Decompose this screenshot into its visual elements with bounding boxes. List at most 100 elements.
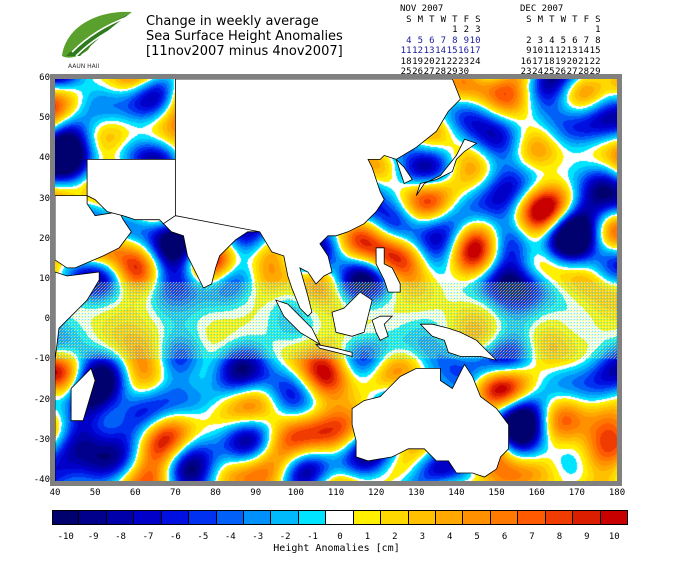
calendar-day: 11 bbox=[543, 46, 555, 56]
legend-swatch bbox=[353, 510, 382, 525]
legend-label: -5 bbox=[197, 532, 209, 542]
legend-swatch bbox=[244, 510, 272, 525]
calendar-nov-2007: NOV 2007 S M T W T F S 1 2 3 4 5 6 7 8 910 11121314151617… bbox=[400, 4, 481, 78]
calendar-day: 16 bbox=[520, 56, 532, 67]
legend-label: 3 bbox=[419, 532, 425, 542]
calendar-day: 5 bbox=[560, 35, 566, 46]
sumatra-landmass bbox=[275, 299, 321, 346]
calendar-dec-2007: DEC 2007 S M T W T F S 1 2 3 4 5 6 7 8 9101112131415 1617… bbox=[520, 4, 601, 88]
legend-swatch bbox=[189, 510, 217, 525]
legend-label: -7 bbox=[142, 532, 154, 542]
calendar-day: 16 bbox=[458, 46, 469, 56]
lat-tick-label: 60 bbox=[39, 73, 50, 83]
legend-swatch bbox=[298, 510, 327, 525]
calendar-day: 23 bbox=[458, 56, 469, 67]
calendar-day: 6 bbox=[429, 35, 435, 46]
map-title: Change in weekly average Sea Surface Hei… bbox=[146, 14, 343, 59]
map-area[interactable] bbox=[55, 79, 617, 481]
calendar-day: 20 bbox=[566, 56, 578, 67]
lat-tick-label: 10 bbox=[39, 274, 50, 284]
calendar-day: 12 bbox=[412, 46, 423, 56]
calendar-day: 19 bbox=[412, 56, 423, 67]
lat-tick-label: -30 bbox=[33, 434, 50, 445]
calendar-week: 9101112131415 bbox=[520, 46, 601, 57]
legend-swatch bbox=[271, 510, 299, 525]
calendar-day: 1 bbox=[595, 25, 601, 35]
calendar-day: 1 bbox=[452, 25, 458, 35]
legend-label: -1 bbox=[307, 532, 318, 542]
calendar-week: 23242526272829 bbox=[520, 67, 601, 78]
arabia-landmass bbox=[55, 195, 132, 269]
madagascar-landmass bbox=[70, 367, 96, 422]
sulawesi-landmass bbox=[371, 315, 394, 341]
legend-swatch bbox=[161, 510, 190, 525]
legend-label: -10 bbox=[57, 532, 74, 542]
calendar-day: 30 bbox=[458, 67, 469, 77]
calendar-day: 25 bbox=[543, 67, 555, 77]
japan-landmass bbox=[415, 138, 478, 196]
lat-tick-label: 20 bbox=[39, 233, 50, 244]
lon-tick-label: 140 bbox=[448, 488, 465, 498]
calendar-day: 5 bbox=[417, 35, 423, 46]
legend-swatch bbox=[216, 510, 244, 525]
calendar-day: 26 bbox=[555, 67, 566, 77]
title-line-3: [11nov2007 minus 4nov2007] bbox=[146, 44, 343, 59]
calendar-day: 29 bbox=[446, 67, 458, 77]
calendar-day: 24 bbox=[532, 67, 543, 77]
calendar-day: 20 bbox=[423, 56, 435, 67]
calendar-day: 29 bbox=[589, 67, 601, 77]
calendar-day: 3 bbox=[475, 25, 481, 35]
leaf-icon bbox=[62, 11, 135, 61]
calendar-day: 15 bbox=[446, 46, 458, 56]
lat-tick-label: 40 bbox=[39, 153, 50, 164]
calendar-day: 9 bbox=[463, 35, 469, 46]
calendar-week: 18192021222324 bbox=[400, 57, 481, 68]
calendar-day: 26 bbox=[412, 67, 423, 77]
legend-swatch bbox=[326, 510, 354, 525]
university-logo: AAUN HAII bbox=[62, 11, 135, 70]
calendar-day: 9 bbox=[526, 46, 532, 56]
newguinea-landmass bbox=[419, 323, 498, 362]
legend-label: 0 bbox=[337, 532, 343, 542]
legend-swatch bbox=[134, 510, 162, 525]
legend-swatch bbox=[518, 510, 546, 525]
legend-label: -6 bbox=[170, 532, 181, 542]
lon-tick-label: 150 bbox=[488, 488, 505, 498]
legend-swatch bbox=[106, 510, 135, 525]
legend-swatch bbox=[545, 510, 574, 525]
legend-swatch bbox=[381, 510, 409, 525]
lat-tick-label: -10 bbox=[33, 354, 50, 365]
java-landmass bbox=[314, 343, 353, 357]
calendar-week: 11121314151617 bbox=[400, 46, 481, 57]
australia-landmass bbox=[351, 363, 510, 478]
legend-label: 9 bbox=[584, 532, 590, 542]
lon-tick-label: 160 bbox=[528, 488, 545, 498]
lat-tick-label: -20 bbox=[33, 394, 50, 405]
legend-label: 6 bbox=[501, 532, 508, 542]
calendar-day: 21 bbox=[578, 56, 589, 67]
calendar-day: 15 bbox=[589, 46, 601, 56]
lon-tick-label: 180 bbox=[608, 488, 626, 498]
legend-label: -3 bbox=[252, 532, 264, 542]
calendar-week: 16171819202122 bbox=[520, 57, 601, 68]
logo-text: AAUN HAII bbox=[68, 63, 100, 70]
title-line-2: Sea Surface Height Anomalies bbox=[146, 29, 343, 44]
lon-tick-label: 40 bbox=[49, 488, 61, 498]
calendar-week: 252627282930 bbox=[400, 67, 481, 78]
legend-title: Height Anomalies [cm] bbox=[273, 543, 400, 554]
calendar-day: 6 bbox=[572, 35, 578, 46]
iran-landmass bbox=[86, 159, 176, 225]
calendar-week: 4 5 6 7 8 910 bbox=[400, 35, 481, 47]
lon-tick-label: 120 bbox=[368, 488, 385, 498]
lon-tick-label: 130 bbox=[408, 488, 425, 498]
calendar-day: 10 bbox=[469, 35, 481, 46]
lon-tick-label: 100 bbox=[287, 488, 304, 498]
calendar-day: 12 bbox=[555, 46, 566, 56]
legend-swatch bbox=[463, 510, 491, 525]
calendar-day: 2 bbox=[463, 25, 469, 35]
calendar-week: 1 bbox=[520, 25, 601, 36]
calendar-day: 27 bbox=[566, 67, 578, 77]
calendar-day: 22 bbox=[446, 56, 458, 67]
